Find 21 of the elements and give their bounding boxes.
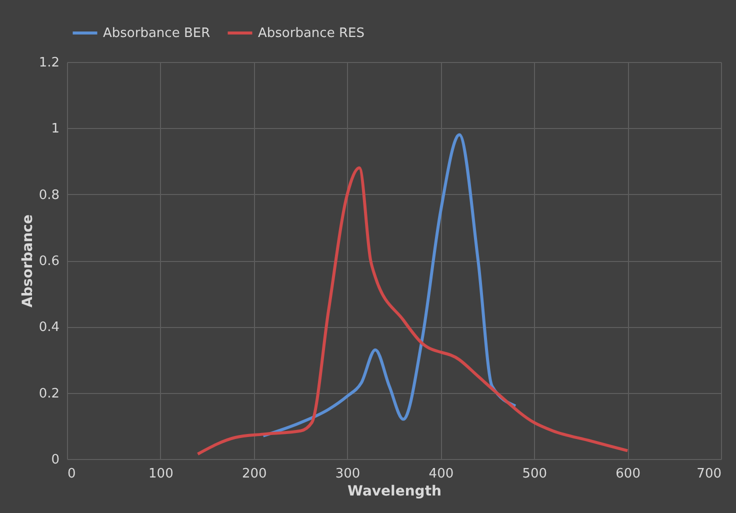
y-tick-label: 1.2 — [38, 56, 60, 70]
x-tick-label: 100 — [148, 466, 174, 482]
y-tick-label: 0 — [51, 452, 60, 468]
y-axis-title: Absorbance — [20, 214, 36, 308]
x-tick-label: 300 — [335, 466, 360, 482]
legend-label: Absorbance RES — [258, 26, 364, 41]
y-tick-label: 0.8 — [38, 188, 60, 203]
line-series — [196, 166, 630, 456]
x-tick-label: 400 — [428, 466, 454, 482]
y-tick-label: 0.2 — [38, 386, 60, 402]
x-tick-label: 600 — [616, 466, 640, 482]
x-tick-label: 700 — [696, 466, 722, 482]
y-tick-label: 1 — [51, 122, 60, 137]
x-axis-title: Wavelength — [348, 484, 442, 500]
x-tick-label: 0 — [68, 466, 76, 482]
line-series — [262, 133, 517, 438]
legend-label: Absorbance BER — [103, 26, 210, 41]
y-tick-label: 0.6 — [38, 254, 60, 269]
x-tick-label: 200 — [242, 466, 267, 482]
y-tick-label: 0.4 — [38, 320, 60, 336]
x-tick-label: 500 — [522, 466, 548, 482]
